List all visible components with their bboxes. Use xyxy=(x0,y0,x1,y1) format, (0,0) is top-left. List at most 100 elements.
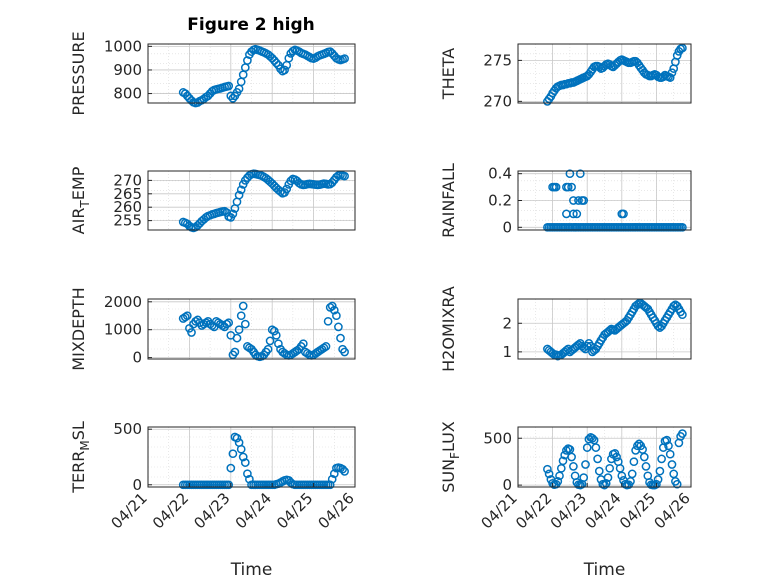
axes-box xyxy=(147,43,356,104)
data-point xyxy=(245,474,254,484)
y-label-subscript: T xyxy=(78,200,92,209)
y-label-subscript: M xyxy=(78,440,92,450)
data-series xyxy=(178,432,349,490)
x-tick-label: 04/26 xyxy=(315,489,358,532)
y-tick-label: 0 xyxy=(132,349,142,367)
data-point xyxy=(619,209,628,219)
data-point xyxy=(665,449,675,459)
data-point xyxy=(588,433,597,443)
x-tick-label: 04/25 xyxy=(273,489,316,532)
data-series xyxy=(178,169,349,233)
x-tick-label: 04/21 xyxy=(108,489,151,532)
data-point xyxy=(570,222,580,232)
y-label-subscript: F xyxy=(448,452,462,459)
data-point xyxy=(641,462,651,471)
data-point xyxy=(280,65,289,75)
data-point xyxy=(672,479,682,489)
data-series xyxy=(178,301,349,362)
data-point xyxy=(678,222,687,232)
data-point xyxy=(544,469,554,479)
data-point xyxy=(232,333,242,343)
data-point xyxy=(323,316,333,326)
y-label-text: SUN xyxy=(439,459,458,493)
data-point xyxy=(182,311,192,321)
subplot-1: 800 900 1000 PRESSURE xyxy=(69,31,356,116)
axes-box xyxy=(147,298,356,360)
data-point xyxy=(222,319,232,329)
data-point xyxy=(672,51,682,60)
data-point xyxy=(605,463,615,473)
y-tick-label: 0.2 xyxy=(488,192,512,210)
axes-box xyxy=(517,43,692,104)
y-label-text: TERR xyxy=(69,451,88,494)
y-label-text: AIR xyxy=(69,208,88,235)
data-point xyxy=(617,471,627,481)
data-point xyxy=(234,190,244,200)
y-label-text-rest: EMP xyxy=(69,166,88,200)
y-tick-label: 275 xyxy=(483,51,512,69)
data-point xyxy=(325,480,335,490)
data-point xyxy=(332,311,341,321)
data-point xyxy=(224,480,234,490)
data-point xyxy=(569,462,578,471)
data-point xyxy=(224,81,234,91)
data-point xyxy=(665,73,675,82)
y-label-text-rest: LUX xyxy=(439,421,458,452)
y-tick-label: 0 xyxy=(132,476,142,494)
data-point xyxy=(563,182,573,192)
data-point xyxy=(678,310,687,320)
y-tick-label: 800 xyxy=(113,85,142,103)
data-point xyxy=(286,176,296,186)
data-point xyxy=(228,209,238,219)
y-tick-label: 500 xyxy=(483,429,512,447)
axes-box xyxy=(517,426,692,488)
y-tick-label: 900 xyxy=(113,61,142,79)
y-axis-label: THETA xyxy=(439,48,458,100)
data-point xyxy=(338,464,347,474)
data-point xyxy=(271,330,281,340)
data-point xyxy=(321,342,331,351)
y-axis-label: RAINFALL xyxy=(439,163,458,238)
data-point xyxy=(240,319,250,329)
data-point xyxy=(678,429,687,438)
y-label-text-rest: SL xyxy=(69,421,88,440)
data-point xyxy=(269,326,279,336)
data-point xyxy=(329,305,339,315)
data-point xyxy=(236,444,246,454)
data-point xyxy=(232,433,242,443)
y-axis-label: TERRMSL xyxy=(69,421,92,494)
axes-box xyxy=(147,426,356,488)
y-label-text: RAINFALL xyxy=(439,163,458,238)
y-tick-label: 265 xyxy=(113,185,142,203)
data-point xyxy=(284,53,294,63)
y-axis-label: PRESSURE xyxy=(69,31,88,115)
x-tick-label: 04/24 xyxy=(581,489,624,532)
x-axis-label: Time xyxy=(583,560,626,580)
y-tick-label: 255 xyxy=(113,212,142,230)
data-point xyxy=(612,452,621,462)
subplot-4: 0 0.2 0.4 RAINFALL xyxy=(439,163,692,238)
y-axis-label: SUNFLUX xyxy=(439,421,462,493)
data-point xyxy=(336,333,345,343)
data-point xyxy=(581,460,590,469)
data-point xyxy=(329,469,339,479)
x-tick-label: 04/26 xyxy=(651,489,694,532)
data-point xyxy=(591,443,601,452)
data-point xyxy=(567,452,576,462)
data-point xyxy=(327,301,337,311)
y-tick-label: 0.4 xyxy=(488,165,512,183)
data-point xyxy=(226,91,236,101)
data-point xyxy=(594,466,604,476)
data-point xyxy=(551,182,561,192)
data-point xyxy=(327,49,337,58)
axes-box xyxy=(147,170,356,231)
x-axis-label: Time xyxy=(230,560,273,580)
data-point xyxy=(276,64,285,74)
data-point xyxy=(224,318,234,328)
data-point xyxy=(574,196,583,205)
x-tick-label: 04/25 xyxy=(616,489,659,532)
x-tick-label: 04/24 xyxy=(232,489,275,532)
